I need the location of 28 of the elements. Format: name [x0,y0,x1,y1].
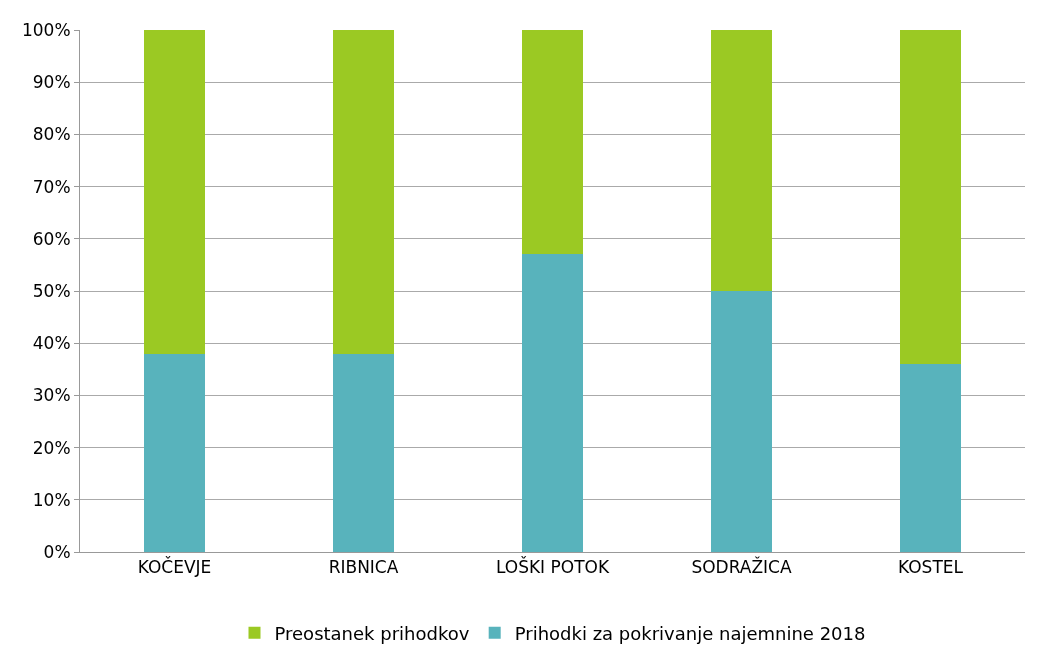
bar [900,30,961,365]
x-tick-label: KOSTEL [898,557,964,578]
bar [711,30,772,291]
y-tick-label: 100% [21,19,71,40]
y-tick-label: 40% [32,333,71,354]
bar [522,254,583,552]
y-tick-label: 70% [32,176,71,197]
bar [144,353,205,552]
bar [711,291,772,552]
y-tick-label: 90% [32,72,71,93]
y-tick-label: 10% [32,489,71,510]
y-tick-label: 30% [32,385,71,406]
y-tick-label: 60% [32,228,71,249]
y-tick-label: 0% [43,541,71,562]
x-tick-label: RIBNICA [328,557,399,578]
y-tick-label: 50% [32,280,71,301]
x-tick-label: LOŠKI POTOK [495,556,610,578]
y-tick-label: 20% [32,437,71,458]
bar [900,364,961,552]
y-tick-label: 80% [32,124,71,145]
bar [333,353,394,552]
bar [522,30,583,255]
legend-label: Preostanek prihodkov [274,622,470,644]
bar [144,30,205,354]
bar [333,30,394,354]
x-tick-label: SODRAŽICA [691,556,792,578]
x-tick-label: KOČEVJE [137,556,212,578]
legend-label: Prihodki za pokrivanje najemnine 2018 [514,622,866,644]
